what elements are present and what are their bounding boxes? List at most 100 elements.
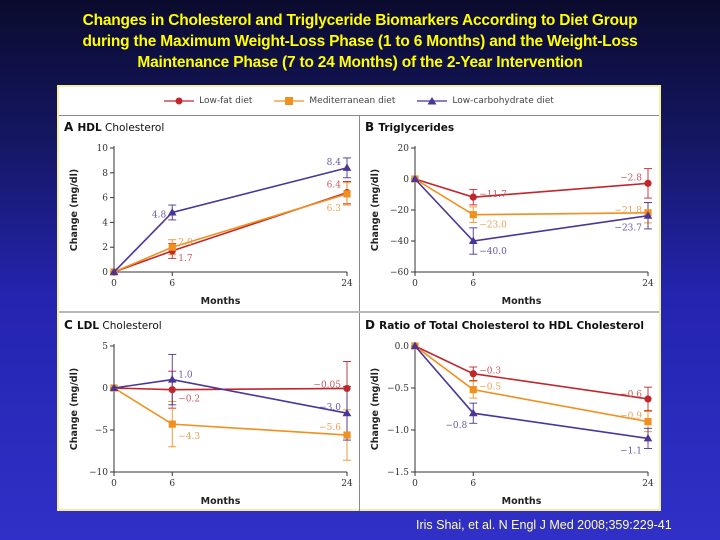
data-label: −23.0 [479,221,507,231]
x-axis-label: Months [201,296,241,307]
data-point-triangle [643,211,653,219]
legend-item-mediterranean: Mediterranean diet [274,96,395,106]
data-label: 4.8 [152,210,167,220]
x-axis-label: Months [502,496,542,507]
panel-letter: C [64,318,77,332]
legend-label: Low-carbohydrate diet [452,96,554,106]
panel-title-bold: HDL [77,122,102,134]
data-point-triangle [410,341,420,349]
data-point-triangle [468,236,478,244]
data-label: −40.0 [479,247,507,257]
data-label: 2.0 [178,238,193,248]
data-point-square [469,386,477,394]
y-tick-label: −1.0 [387,426,409,436]
data-label: −0.2 [178,395,200,405]
y-tick-label: −60 [390,268,409,278]
x-tick-label: 0 [412,279,418,289]
data-point-triangle [468,408,478,417]
series-line [414,345,649,423]
data-point-triangle [342,163,352,171]
data-point-triangle [643,433,653,442]
slide-title: Changes in Cholesterol and Triglyceride … [0,10,720,73]
series-line [414,178,649,216]
y-tick-label: −1.5 [387,468,409,478]
slide-title-line-2: during the Maximum Weight-Loss Phase (1 … [82,33,638,50]
y-tick-label: 0 [102,268,108,278]
y-tick-label: 8 [102,169,108,179]
y-tick-label: 0.0 [395,342,410,352]
square-marker-icon [274,97,305,105]
data-label: 8.4 [327,158,342,168]
data-label: 1.0 [178,371,193,381]
data-label: 6.3 [327,204,342,214]
triangle-marker-icon [417,97,448,105]
data-label: −1.1 [620,446,642,456]
data-label: −5.6 [319,423,341,433]
y-tick-label: 4 [102,218,108,228]
data-label: −0.3 [479,367,501,377]
panel-divider-vertical [359,115,360,511]
slide-title-line-3: Maintenance Phase (7 to 24 Months) of th… [137,54,583,71]
panel-title: C LDL Cholesterol [64,318,162,332]
panel-title-bold: LDL [77,320,99,332]
y-tick-label: −0.5 [387,384,409,394]
data-label: −2.8 [620,173,642,183]
y-tick-label: −10 [89,468,108,478]
x-tick-label: 24 [642,479,654,489]
citation: Iris Shai, et al. N Engl J Med 2008;359:… [416,518,672,532]
panel-letter: A [64,120,77,134]
data-label: 1.7 [178,254,193,264]
panel-a-hdl: A HDL Cholesterol 0 2 4 6 8 10 0 6 24 Months Change… [59,116,359,310]
x-tick-label: 24 [341,479,353,489]
series-line [113,378,348,414]
data-label: −11.7 [479,190,507,200]
x-tick-label: 6 [470,479,476,489]
data-point-circle [644,395,652,403]
legend-item-low-carb: Low-carbohydrate diet [417,96,554,106]
data-point-circle [168,386,176,394]
y-axis-label: Change (mg/dl) [370,368,381,450]
y-tick-label: 20 [398,144,410,154]
panel-title: B Triglycerides [365,120,454,134]
series-line [414,178,649,198]
data-point-triangle [167,207,177,216]
data-label: −3.0 [319,403,341,413]
panel-letter: D [365,318,379,332]
data-point-square [343,190,351,198]
data-label: −21.8 [614,206,642,216]
data-label: −0.6 [620,390,642,400]
y-axis-label: Change (mg/dl) [370,169,381,251]
chart-panel-b: B Triglycerides −60 −40 −20 0 20 0 6 24 Months Cha… [365,120,654,307]
circle-marker-icon [164,97,195,105]
legend-label: Low-fat diet [199,96,253,106]
x-tick-label: 24 [642,279,654,289]
x-tick-label: 0 [111,279,117,289]
x-axis-label: Months [201,496,241,507]
data-label: 6.4 [327,181,342,191]
data-point-circle [343,384,351,393]
x-tick-label: 0 [111,479,117,489]
panel-letter: B [365,120,378,134]
panel-title-rest: Cholesterol [99,320,162,332]
data-label: −0.8 [445,421,467,431]
data-point-square [644,418,652,426]
legend: Low-fat diet Mediterranean diet Low-carb… [59,87,659,116]
y-tick-label: 10 [97,144,109,154]
panel-title-bold: Ratio of Total Cholesterol to HDL Choles… [379,320,644,332]
data-point-square [469,211,477,219]
series-line [113,387,348,391]
data-point-triangle [167,375,177,383]
data-point-triangle [109,267,119,275]
data-point-triangle [109,383,119,391]
panel-divider-horizontal [59,311,659,313]
x-tick-label: 0 [412,479,418,489]
data-point-square [168,420,176,428]
data-point-square [343,431,351,439]
data-label: −0.9 [620,412,642,422]
data-point-triangle [410,174,420,182]
data-point-triangle [342,408,352,417]
chart-panel-d: D Ratio of Total Cholesterol to HDL Chol… [365,318,654,507]
data-label: −23.7 [614,224,642,234]
y-axis-label: Change (mg/dl) [69,169,80,251]
panel-c-ldl: C LDL Cholesterol −10 −5 0 5 0 6 24 Months Change… [59,314,359,510]
